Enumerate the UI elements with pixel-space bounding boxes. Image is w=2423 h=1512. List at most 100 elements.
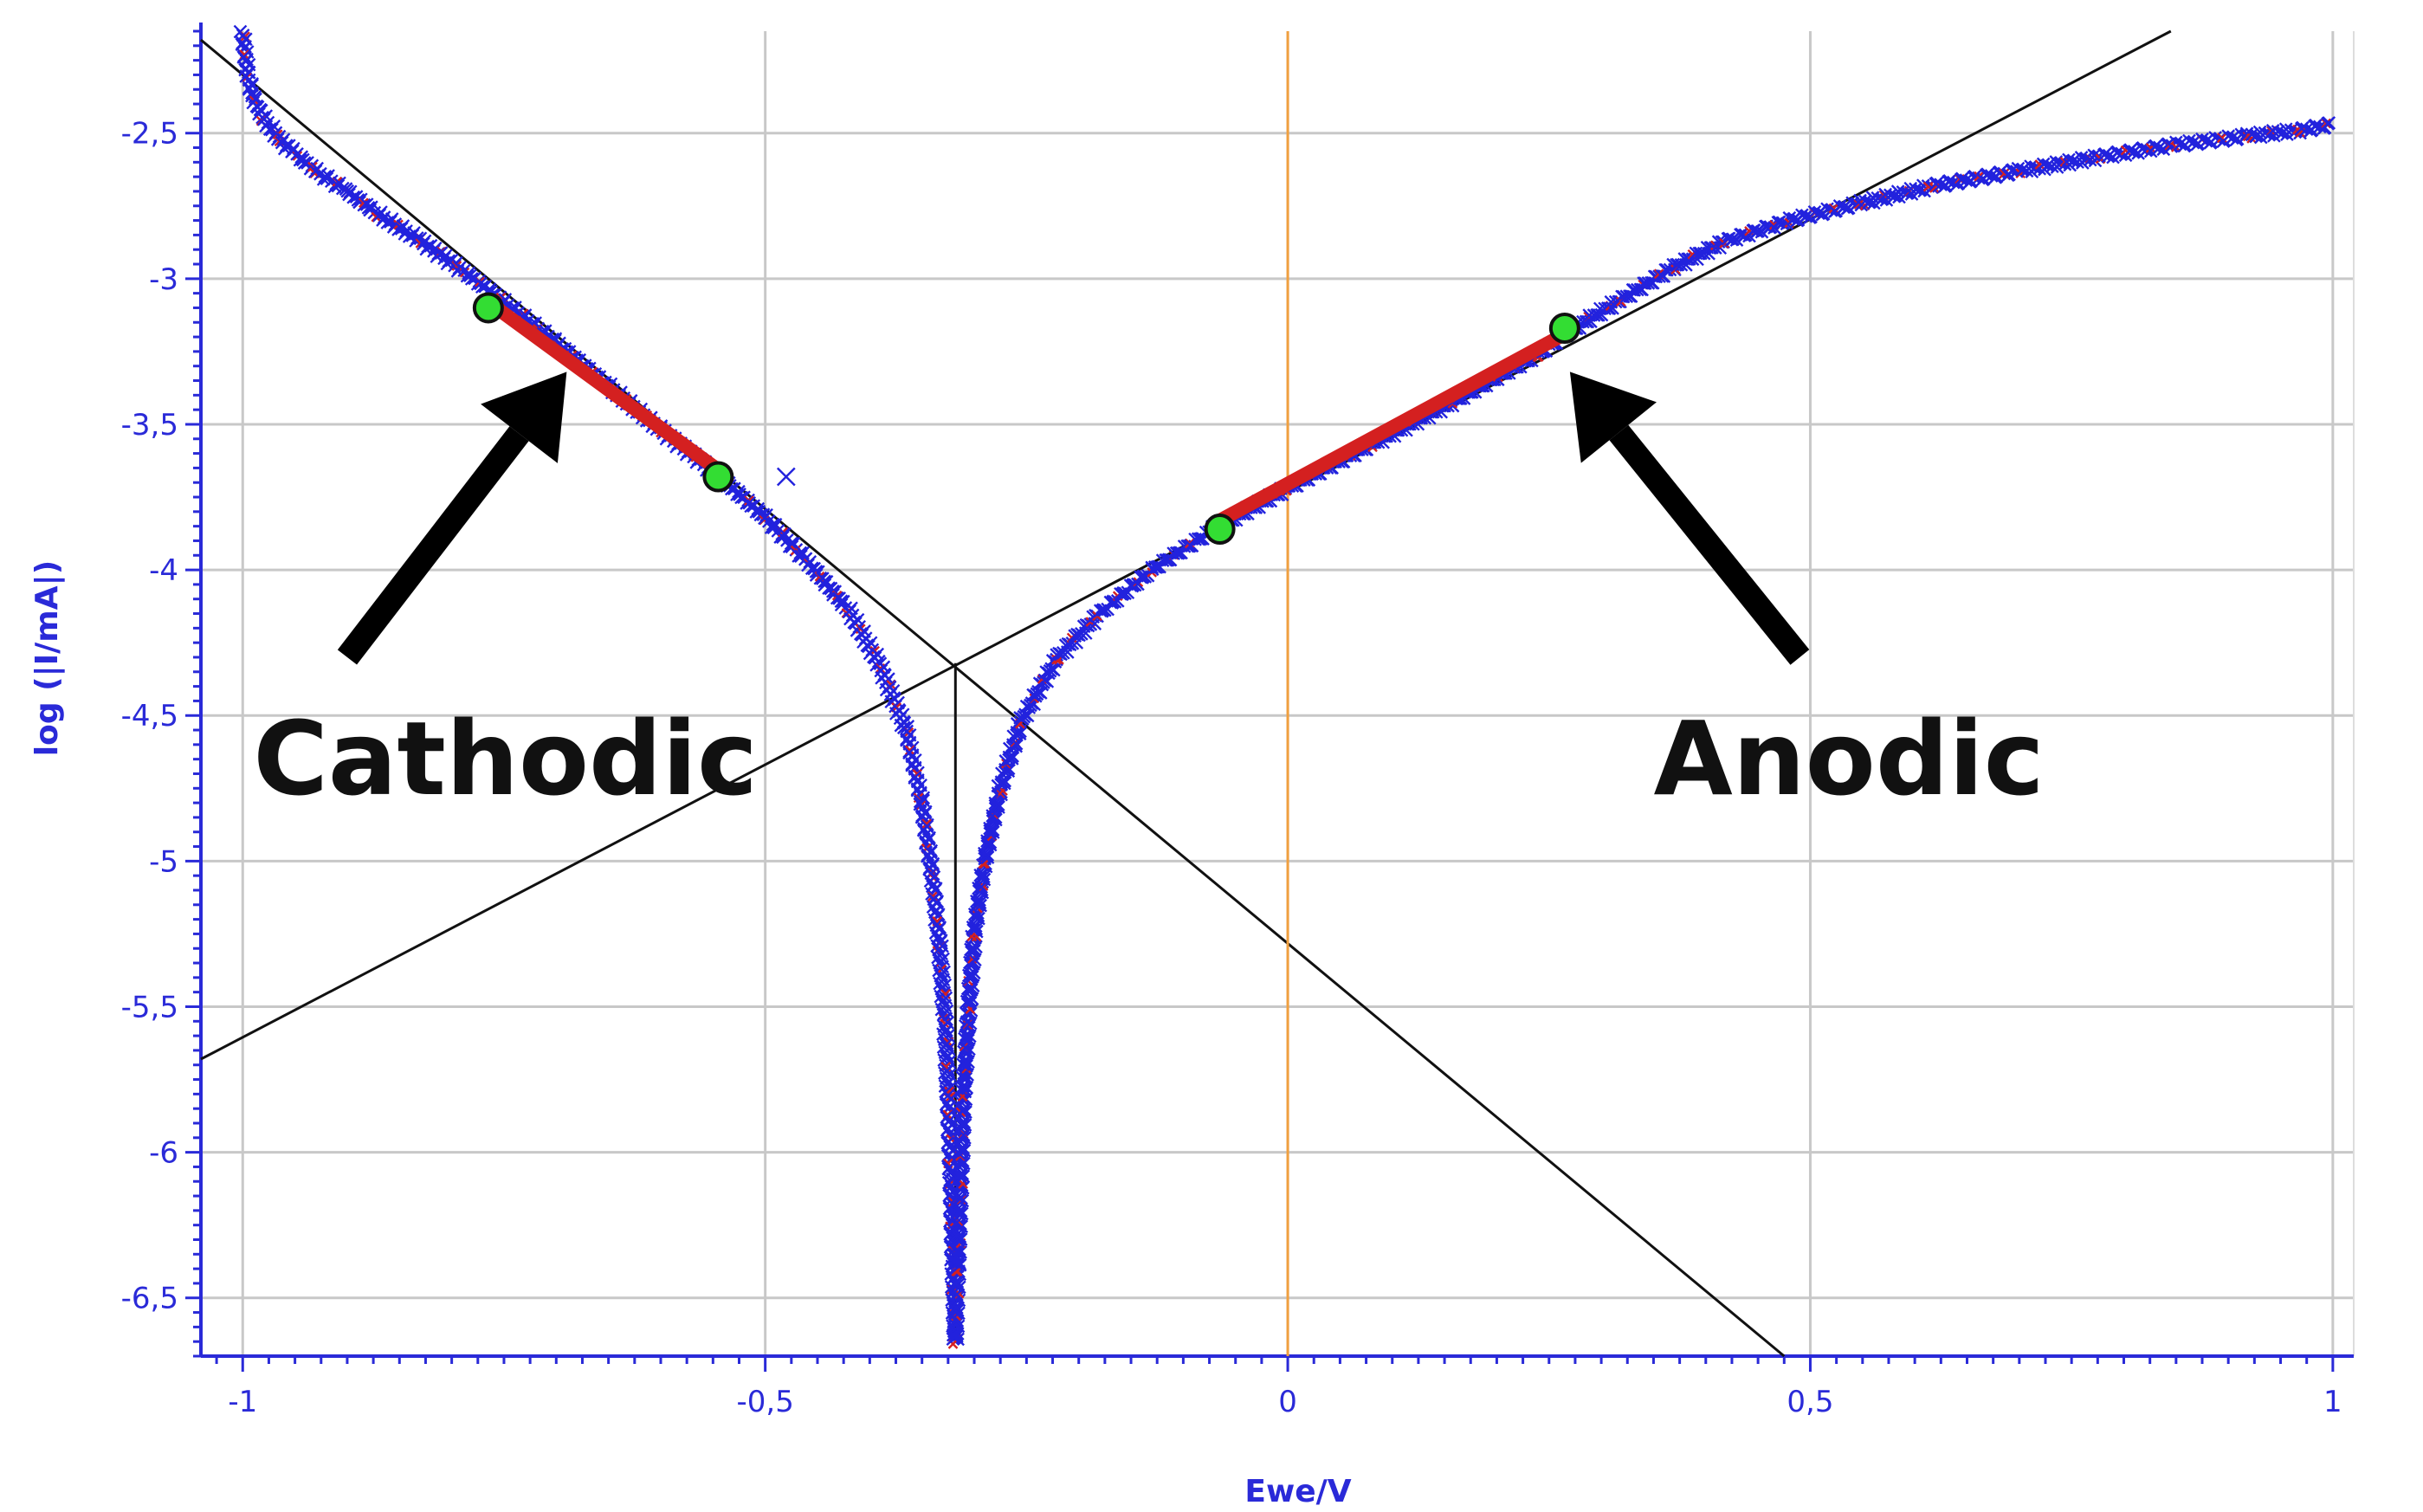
data-point [1972,171,1986,185]
data-point [2312,120,2327,134]
annotation-label-0: Cathodic [253,699,758,818]
data-point [958,1118,972,1132]
data-point [977,869,991,884]
data-point [958,1179,968,1189]
data-point [967,944,981,958]
x-axis-title: Ewe/V [1244,1474,1351,1509]
data-point [2271,125,2285,139]
tafel-lines [200,29,2172,1358]
fit-point-3 [1548,312,1580,344]
data-point [2087,148,2102,163]
fit-point-2 [1204,514,1236,546]
annotations: Cathodic Anodic [253,372,2045,818]
data-point [963,996,978,1010]
x-tick-label: 0,5 [1787,1385,1833,1419]
fit-segment-0 [481,294,731,481]
annotation-label-1: Anodic [1653,699,2044,818]
data-point [1009,739,1024,753]
tick-labels: -6,5 -6 -5,5 -5 -4,5 -4 -3,5 -3 -2,5 -1 -0,5 0 0,5 1 [121,117,2342,1419]
data-point [1799,209,1813,223]
data-point [1959,173,1974,187]
x-tick-label: -1 [228,1385,257,1419]
data-point [965,970,979,984]
data-point [977,846,992,861]
data-point [2101,149,2116,164]
annotation-arrow-head-1 [1569,372,1657,463]
data-point [2062,152,2076,167]
data-point [959,1105,972,1119]
grid [201,31,2354,1356]
data-point [2168,135,2183,150]
data-point [955,1180,970,1195]
data-point [2151,141,2166,156]
data-series [233,24,2336,1349]
data-point [2225,131,2239,145]
data-point [978,849,992,863]
data-point [930,939,944,953]
data-point [969,921,984,936]
data-point [1749,224,1764,239]
y-tick-label: -2,5 [121,117,178,152]
series-0 [233,24,2336,1349]
x-tick-label: -0,5 [736,1385,793,1419]
data-point [1724,232,1739,247]
y-tick-label: -5 [149,844,178,879]
data-point [988,798,1003,813]
data-point [2321,116,2335,131]
fit-segments [481,294,1572,531]
data-point [1812,206,1825,221]
data-point [957,1143,972,1158]
data-point [2024,159,2038,173]
data-point [983,824,998,838]
data-point [1837,200,1851,215]
fit-points [472,292,1580,546]
data-point [2036,157,2051,171]
data-point [2173,137,2187,152]
data-point [956,1169,971,1184]
y-tick-label: -5,5 [121,990,178,1024]
data-point [2299,122,2314,137]
data-point [2221,129,2236,143]
data-point [2245,127,2259,142]
y-tick-label: -3,5 [121,408,178,443]
data-point [2160,138,2174,152]
y-tick-label: -4,5 [121,699,178,733]
data-point [1946,175,1961,190]
x-tick-label: 0 [1278,1385,1297,1419]
axes [185,23,2355,1372]
data-point [958,1130,972,1145]
data-point [2097,147,2111,162]
annotation-arrow-shaft-1 [1609,424,1810,665]
data-point [966,957,980,971]
y-axis-title: log (|I/mA|) [29,560,65,757]
vertical-markers [953,31,1289,1356]
data-point [2074,151,2089,165]
annotation-arrow-shaft-0 [337,426,529,665]
data-point [2148,139,2161,154]
data-point [2182,133,2196,148]
fit-point-1 [702,461,734,493]
data-point [964,983,979,997]
data-point [988,796,1003,811]
data-point [921,818,932,830]
data-point [776,467,796,487]
y-tick-label: -6 [149,1136,178,1171]
y-tick-label: -6,5 [121,1282,178,1316]
data-point [2199,133,2213,148]
annotation-arrow-head-0 [481,372,567,463]
data-point [1012,727,1027,741]
data-point [904,745,915,756]
y-tick-label: -3 [149,262,178,297]
data-point [2110,145,2124,160]
data-point [2123,144,2136,158]
fit-point-0 [472,292,504,324]
data-point [985,811,1000,825]
y-tick-label: -4 [149,553,178,588]
tafel-line-0 [200,38,1786,1358]
data-point [980,837,994,850]
data-point [957,1156,971,1171]
data-point [974,882,989,897]
data-point [997,776,1011,791]
